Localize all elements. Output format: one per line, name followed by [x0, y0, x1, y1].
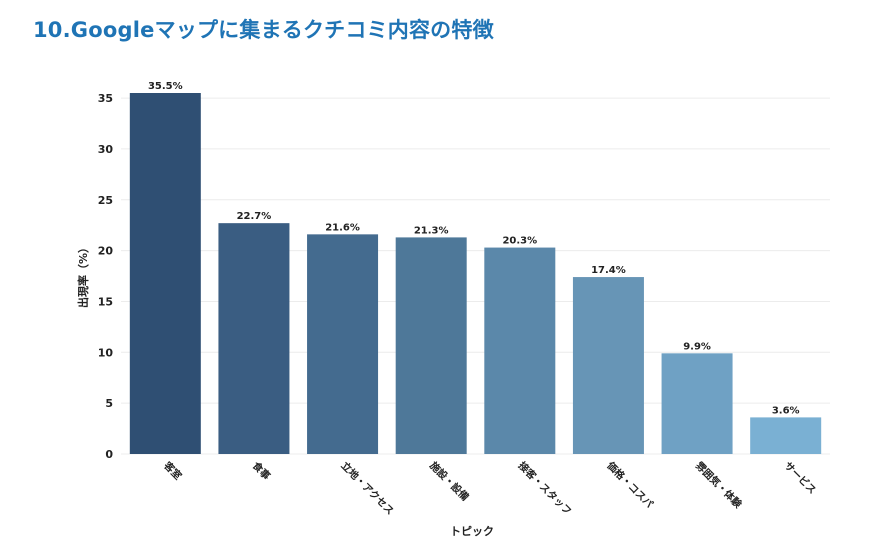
- x-tick-label: 立地・アクセス: [338, 459, 396, 517]
- x-axis-label: トピック: [450, 525, 494, 538]
- bar-value-label: 21.3%: [414, 225, 449, 236]
- bar-value-label: 22.7%: [237, 211, 272, 222]
- bar-value-label: 21.6%: [325, 222, 360, 233]
- bar: [750, 417, 822, 454]
- y-tick-label: 25: [98, 194, 113, 207]
- x-tick-label: 客室: [160, 458, 184, 482]
- y-axis-ticks: 0 5 10 15 20 25 30 35: [98, 92, 114, 461]
- y-tick-label: 15: [98, 295, 113, 308]
- x-tick-label: サービス: [782, 459, 819, 496]
- bar-value-label: 35.5%: [148, 81, 183, 92]
- bar: [218, 223, 290, 454]
- bars: [129, 93, 822, 454]
- data-labels: 35.5% 22.7% 21.6% 21.3% 20.3% 17.4% 9.9% 3.6%: [148, 81, 800, 416]
- y-tick-label: 0: [105, 448, 113, 461]
- bar: [307, 234, 379, 454]
- x-tick-label: 食事: [249, 458, 273, 482]
- y-tick-label: 30: [98, 143, 114, 156]
- bar: [661, 353, 733, 454]
- bar-value-label: 9.9%: [683, 341, 711, 352]
- bar-value-label: 20.3%: [502, 236, 537, 247]
- y-tick-label: 20: [98, 245, 114, 258]
- bar-value-label: 17.4%: [591, 265, 626, 276]
- x-tick-label: 価格・コスパ: [604, 458, 656, 510]
- x-tick-label: 雰囲気・体験: [693, 459, 745, 511]
- x-axis-ticks: 客室 食事 立地・アクセス 施設・設備 接客・スタッフ 価格・コスパ 雰囲気・体験 サービス: [160, 458, 819, 517]
- x-tick-label: 接客・スタッフ: [516, 459, 575, 518]
- y-tick-label: 35: [98, 92, 113, 105]
- y-axis-label: 出現率（%）: [76, 242, 90, 308]
- y-tick-label: 10: [98, 346, 114, 359]
- bar: [395, 237, 467, 454]
- bar: [129, 93, 201, 454]
- x-tick-label: 施設・設備: [427, 459, 472, 504]
- bar: [484, 247, 556, 454]
- page-title: 10.Googleマップに集まるクチコミ内容の特徴: [33, 18, 494, 42]
- bar-value-label: 3.6%: [772, 405, 800, 416]
- bar: [572, 277, 644, 454]
- y-tick-label: 5: [105, 397, 113, 410]
